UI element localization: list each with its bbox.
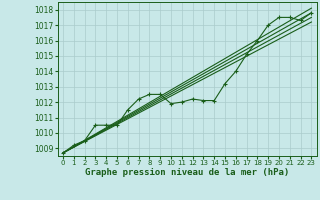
X-axis label: Graphe pression niveau de la mer (hPa): Graphe pression niveau de la mer (hPa) — [85, 168, 289, 177]
